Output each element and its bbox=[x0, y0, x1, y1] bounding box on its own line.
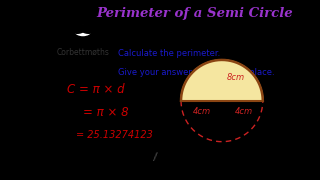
Text: C = π × d: C = π × d bbox=[67, 83, 124, 96]
Text: Perimeter of a Semi Circle: Perimeter of a Semi Circle bbox=[97, 7, 293, 20]
Ellipse shape bbox=[75, 26, 91, 35]
Text: = 25.13274123: = 25.13274123 bbox=[76, 130, 153, 140]
Text: 4cm: 4cm bbox=[235, 107, 253, 116]
Polygon shape bbox=[181, 60, 263, 101]
Text: Calculate the perimeter.: Calculate the perimeter. bbox=[118, 49, 220, 58]
Text: /: / bbox=[153, 152, 158, 162]
Circle shape bbox=[66, 19, 100, 45]
Text: 4cm: 4cm bbox=[192, 107, 211, 116]
Text: = π × 8: = π × 8 bbox=[83, 106, 129, 119]
Text: 8cm: 8cm bbox=[227, 73, 245, 82]
Wedge shape bbox=[78, 25, 99, 33]
Text: Corbettmøths: Corbettmøths bbox=[56, 48, 109, 57]
Wedge shape bbox=[67, 25, 88, 33]
Text: Give your answer to 1 decimal place.: Give your answer to 1 decimal place. bbox=[118, 68, 275, 77]
